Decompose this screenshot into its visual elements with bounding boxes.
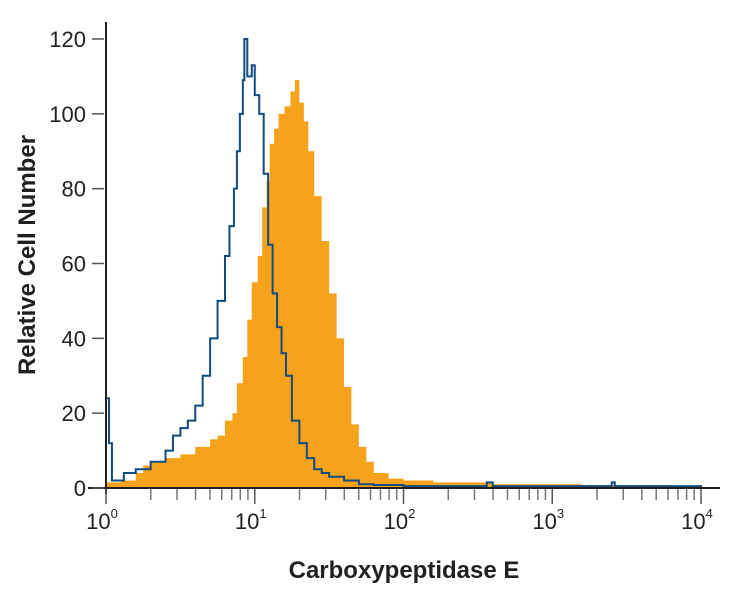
histogram-series [105, 38, 702, 489]
isotype-control-histogram [105, 38, 702, 488]
y-axis-title: Relative Cell Number [14, 135, 41, 375]
y-tick-label: 0 [74, 476, 86, 501]
y-tick-label: 60 [62, 252, 86, 277]
x-tick-label: 101 [235, 506, 267, 534]
x-tick-label: 104 [681, 506, 713, 534]
filled-histogram [106, 80, 687, 489]
y-tick-label: 120 [49, 27, 86, 52]
y-tick-label: 80 [62, 177, 86, 202]
x-tick-label: 102 [384, 506, 416, 534]
x-axis-title: Carboxypeptidase E [289, 557, 520, 584]
y-tick-label: 100 [49, 102, 86, 127]
y-tick-label: 20 [62, 401, 86, 426]
x-tick-label: 100 [86, 506, 118, 534]
x-tick-label: 103 [532, 506, 564, 534]
y-tick-label: 40 [62, 326, 86, 351]
axes: 0 20 40 60 80 100 120 100 101 102 103 104 [49, 22, 720, 534]
